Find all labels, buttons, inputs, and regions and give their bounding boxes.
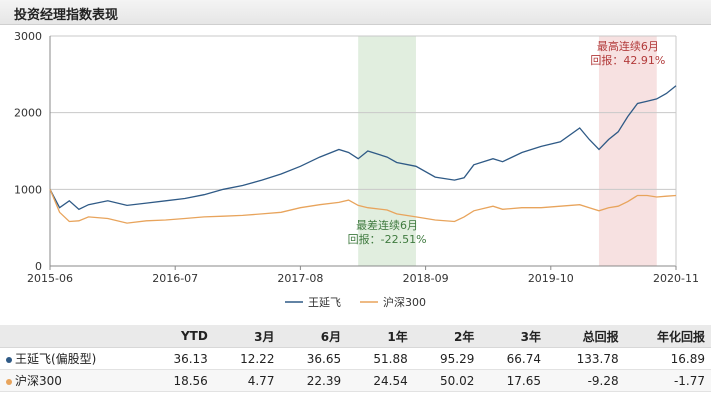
x-tick-label: 2015-06 <box>27 272 73 285</box>
table-cell: -9.28 <box>547 369 625 392</box>
index-series-line <box>49 189 677 224</box>
table-cell: 18.56 <box>147 369 214 392</box>
table-cell: 36.13 <box>147 347 214 370</box>
best-6m-zone <box>598 36 657 266</box>
table-cell: -1.77 <box>624 369 711 392</box>
table-cell: 16.89 <box>624 347 711 370</box>
best-6m-value: 回报：42.91% <box>590 53 665 67</box>
table-cell: 17.65 <box>480 369 548 392</box>
fund-dot-icon <box>6 356 12 363</box>
best-6m-label: 最高连续6月 <box>597 39 659 53</box>
table-header-2y: 2年 <box>413 325 481 348</box>
table-header-name <box>0 325 148 348</box>
worst-6m-value: 回报：-22.51% <box>348 232 427 246</box>
table-cell: 36.65 <box>280 347 348 370</box>
table-cell: 51.88 <box>347 347 414 370</box>
table-header-row: YTD 3月 6月 1年 2年 3年 总回报 年化回报 <box>0 325 711 348</box>
x-tick-label: 2020-11 <box>653 272 699 285</box>
x-tick-label: 2018-09 <box>403 272 449 285</box>
row-name-cell: 王延飞(偏股型) <box>0 347 148 370</box>
table-cell: 95.29 <box>413 347 481 370</box>
table-header-1y: 1年 <box>347 325 414 348</box>
row-name: 王延飞(偏股型) <box>15 352 97 366</box>
table-cell: 4.77 <box>213 369 281 392</box>
table-header-6m: 6月 <box>280 325 348 348</box>
y-tick-label: 2000 <box>14 107 42 120</box>
legend-fund-label: 王延飞 <box>308 296 341 309</box>
table-header-3y: 3年 <box>480 325 548 348</box>
y-tick-label: 3000 <box>14 30 42 43</box>
table-header-ytd: YTD <box>147 325 214 348</box>
table-cell: 66.74 <box>480 347 548 370</box>
table-cell: 50.02 <box>413 369 481 392</box>
table-header-annual: 年化回报 <box>624 325 711 348</box>
y-tick-label: 1000 <box>14 183 42 196</box>
panel-title: 投资经理指数表现 <box>14 8 119 23</box>
x-tick-label: 2016-07 <box>152 272 198 285</box>
legend-index-label: 沪深300 <box>383 295 426 309</box>
table-cell: 12.22 <box>213 347 281 370</box>
performance-chart: 0 1000 2000 3000 2015-06 2016-07 2017-08 2018-0… <box>14 30 699 309</box>
index-dot-icon <box>6 378 12 385</box>
table-row: 沪深300 18.56 4.77 22.39 24.54 50.02 17.65… <box>0 369 711 392</box>
worst-6m-label: 最差连续6月 <box>356 218 418 232</box>
table-row: 王延飞(偏股型) 36.13 12.22 36.65 51.88 95.29 6… <box>0 347 711 370</box>
table-cell: 133.78 <box>547 347 625 370</box>
row-name: 沪深300 <box>15 374 62 388</box>
row-name-cell: 沪深300 <box>0 369 148 392</box>
table-header-3m: 3月 <box>213 325 281 348</box>
table-header-total: 总回报 <box>547 325 625 348</box>
returns-table: YTD 3月 6月 1年 2年 3年 总回报 年化回报 王延飞(偏股型) 36.… <box>0 325 711 392</box>
table-cell: 24.54 <box>347 369 414 392</box>
table-cell: 22.39 <box>280 369 348 392</box>
y-tick-label: 0 <box>35 260 42 273</box>
fund-series-line <box>49 85 677 211</box>
x-tick-label: 2019-10 <box>528 272 574 285</box>
x-tick-label: 2017-08 <box>277 272 323 285</box>
panel-header: 投资经理指数表现 <box>0 0 711 25</box>
